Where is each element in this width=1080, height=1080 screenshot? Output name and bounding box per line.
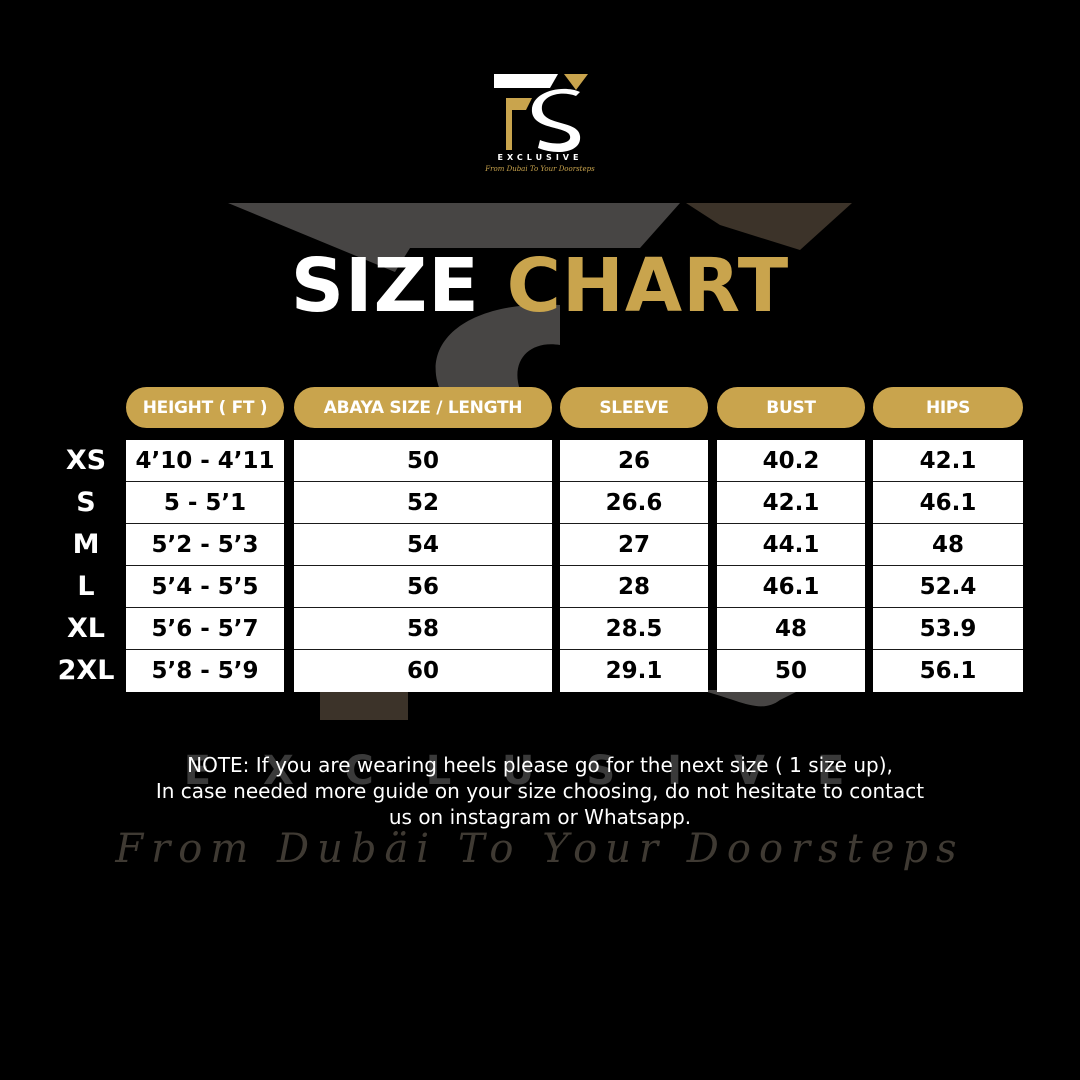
page-title: SIZE CHART [0, 246, 1080, 326]
table-cell: 26.6 [560, 482, 708, 524]
table-cell: 26 [560, 440, 708, 482]
table-cell: 53.9 [873, 608, 1023, 650]
table-cell: 52 [294, 482, 552, 524]
header-bust: BUST [717, 387, 865, 428]
table-cell: 58 [294, 608, 552, 650]
header-abaya-length: ABAYA SIZE / LENGTH [294, 387, 552, 428]
watermark-exclusive: EXCLUSIVE [183, 748, 897, 794]
note-line-1: NOTE: If you are wearing heels please go… [187, 753, 893, 777]
column-sleeve: 26 26.6 27 28 28.5 29.1 [560, 440, 708, 692]
column-hips: 42.1 46.1 48 52.4 53.9 56.1 [873, 440, 1023, 692]
note-line-3: us on instagram or Whatsapp. [388, 805, 692, 829]
column-abaya-length: 50 52 54 56 58 60 [294, 440, 552, 692]
size-label-xl: XL [66, 613, 106, 644]
header-sleeve: SLEEVE [560, 387, 708, 428]
table-cell: 4’10 - 4’11 [126, 440, 284, 482]
table-cell: 5 - 5’1 [126, 482, 284, 524]
title-size: SIZE [290, 243, 480, 329]
size-label-2xl: 2XL [57, 655, 115, 686]
table-cell: 42.1 [873, 440, 1023, 482]
title-chart: CHART [506, 243, 790, 329]
column-height: 4’10 - 4’11 5 - 5’1 5’2 - 5’3 5’4 - 5’5 … [126, 440, 284, 692]
table-cell: 54 [294, 524, 552, 566]
table-cell: 28.5 [560, 608, 708, 650]
table-cell: 29.1 [605, 658, 663, 684]
table-cell: 46.1 [873, 482, 1023, 524]
column-bust: 40.2 42.1 44.1 46.1 48 50 [717, 440, 865, 692]
table-cell: 50 [774, 658, 807, 684]
header-height: HEIGHT ( FT ) [126, 387, 284, 428]
table-cell: 5’4 - 5’5 [126, 566, 284, 608]
table-cell: 5’2 - 5’3 [126, 524, 284, 566]
table-cell: 48 [717, 608, 865, 650]
table-cell: 27 [560, 524, 708, 566]
table-cell: 40.2 [717, 440, 865, 482]
table-cell: 60 [406, 658, 439, 684]
table-cell: 5’8 - 5’9 [151, 658, 259, 684]
size-label-s: S [76, 487, 96, 518]
table-cell: 28 [560, 566, 708, 608]
table-cell: 50 [294, 440, 552, 482]
header-hips: HIPS [873, 387, 1023, 428]
table-cell: 46.1 [717, 566, 865, 608]
size-label-l: L [77, 571, 95, 602]
logo-tagline: From Dubai To Your Doorsteps [485, 165, 595, 173]
table-cell: 42.1 [717, 482, 865, 524]
note-line-2: In case needed more guide on your size c… [155, 779, 925, 803]
table-cell: 52.4 [873, 566, 1023, 608]
watermark-tagline: From Dubäi To Your Doorsteps [115, 826, 965, 872]
size-label-m: M [72, 529, 100, 560]
table-cell: 48 [873, 524, 1023, 566]
brand-logo [494, 74, 588, 152]
logo-wordmark: EXCLUSIVE [497, 153, 583, 162]
table-cell: 56.1 [919, 658, 977, 684]
table-cell: 56 [294, 566, 552, 608]
size-label-xs: XS [65, 445, 107, 476]
table-cell: 44.1 [717, 524, 865, 566]
table-cell: 5’6 - 5’7 [126, 608, 284, 650]
